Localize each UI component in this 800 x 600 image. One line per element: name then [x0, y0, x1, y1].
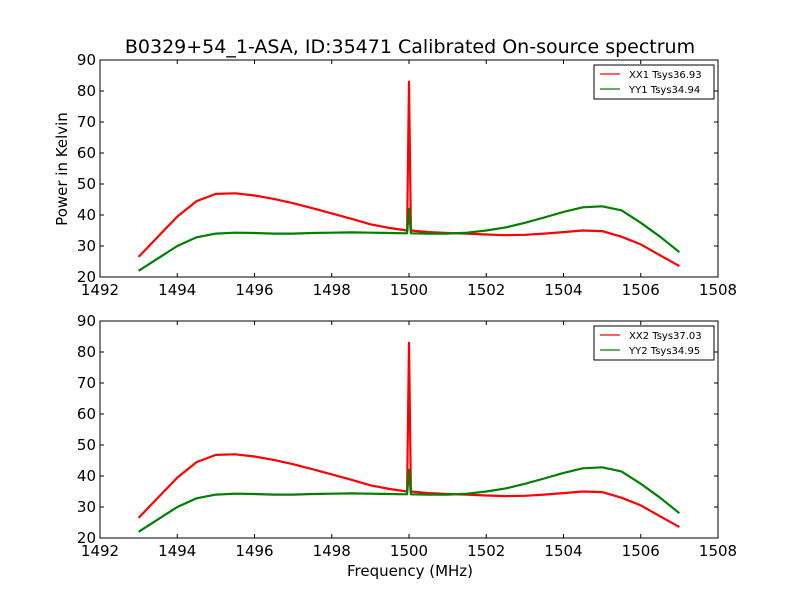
- top-y-axis-label: Power in Kelvin: [53, 112, 71, 226]
- top-series-2-line: [138, 205, 681, 272]
- bottom-y-tick-label: 60: [77, 405, 96, 423]
- bottom-y-tick-label: 20: [77, 529, 96, 547]
- bottom-x-axis-label: Frequency (MHz): [347, 562, 473, 580]
- bottom-legend-label-1: XX2 Tsys37.03: [629, 331, 702, 342]
- bottom-x-tick-label: 1502: [467, 542, 505, 560]
- bottom-legend-label-2: YY2 Tsys34.95: [628, 346, 700, 357]
- bottom-x-tick-label: 1494: [158, 542, 196, 560]
- top-x-tick-label: 1500: [390, 281, 428, 299]
- bottom-x-tick-label: 1504: [544, 542, 582, 560]
- top-x-tick-label: 1506: [622, 281, 660, 299]
- bottom-y-tick-label: 50: [77, 436, 96, 454]
- bottom-series-1-line: [137, 341, 680, 529]
- top-x-tick-label: 1492: [81, 281, 119, 299]
- bottom-y-tick-label: 80: [77, 343, 96, 361]
- top-y-tick-label: 30: [77, 237, 96, 255]
- bottom-panel: 1492 1494 1496 1498 1500 1502 1504 1506 1508 20 30…: [77, 312, 737, 560]
- top-y-tick-label: 50: [77, 175, 96, 193]
- top-y-tick-label: 70: [77, 113, 96, 131]
- top-x-tick-label: 1508: [699, 281, 737, 299]
- bottom-x-tick-label: 1498: [313, 542, 351, 560]
- bottom-x-tick-label: 1500: [390, 542, 428, 560]
- figure-title: B0329+54_1-ASA, ID:35471 Calibrated On-s…: [125, 36, 695, 58]
- top-x-tick-label: 1496: [235, 281, 273, 299]
- top-x-tick-label: 1494: [158, 281, 196, 299]
- top-legend-box: [593, 64, 715, 100]
- top-series-1-line: [137, 80, 680, 268]
- top-legend-label-2: YY1 Tsys34.94: [628, 85, 700, 96]
- top-y-tick-label: 60: [77, 144, 96, 162]
- bottom-series-2-line: [138, 466, 681, 533]
- bottom-x-tick-label: 1506: [622, 542, 660, 560]
- top-legend-label-1: XX1 Tsys36.93: [629, 70, 702, 81]
- bottom-x-tick-label: 1508: [699, 542, 737, 560]
- bottom-y-tick-label: 70: [77, 374, 96, 392]
- top-y-tick-label: 80: [77, 82, 96, 100]
- bottom-y-tick-label: 90: [77, 312, 96, 330]
- bottom-x-tick-label: 1492: [81, 542, 119, 560]
- top-y-tick-label: 90: [77, 51, 96, 69]
- bottom-y-tick-label: 30: [77, 498, 96, 516]
- top-x-tick-label: 1502: [467, 281, 505, 299]
- top-panel: 1492 1494 1496 1498 1500 1502 1504 1506 1508 20 30…: [77, 51, 737, 299]
- top-x-tick-label: 1498: [313, 281, 351, 299]
- top-y-tick-label: 20: [77, 268, 96, 286]
- bottom-legend-box: [593, 325, 715, 361]
- bottom-y-tick-label: 40: [77, 467, 96, 485]
- top-x-tick-label: 1504: [544, 281, 582, 299]
- bottom-x-tick-label: 1496: [235, 542, 273, 560]
- top-y-tick-label: 40: [77, 206, 96, 224]
